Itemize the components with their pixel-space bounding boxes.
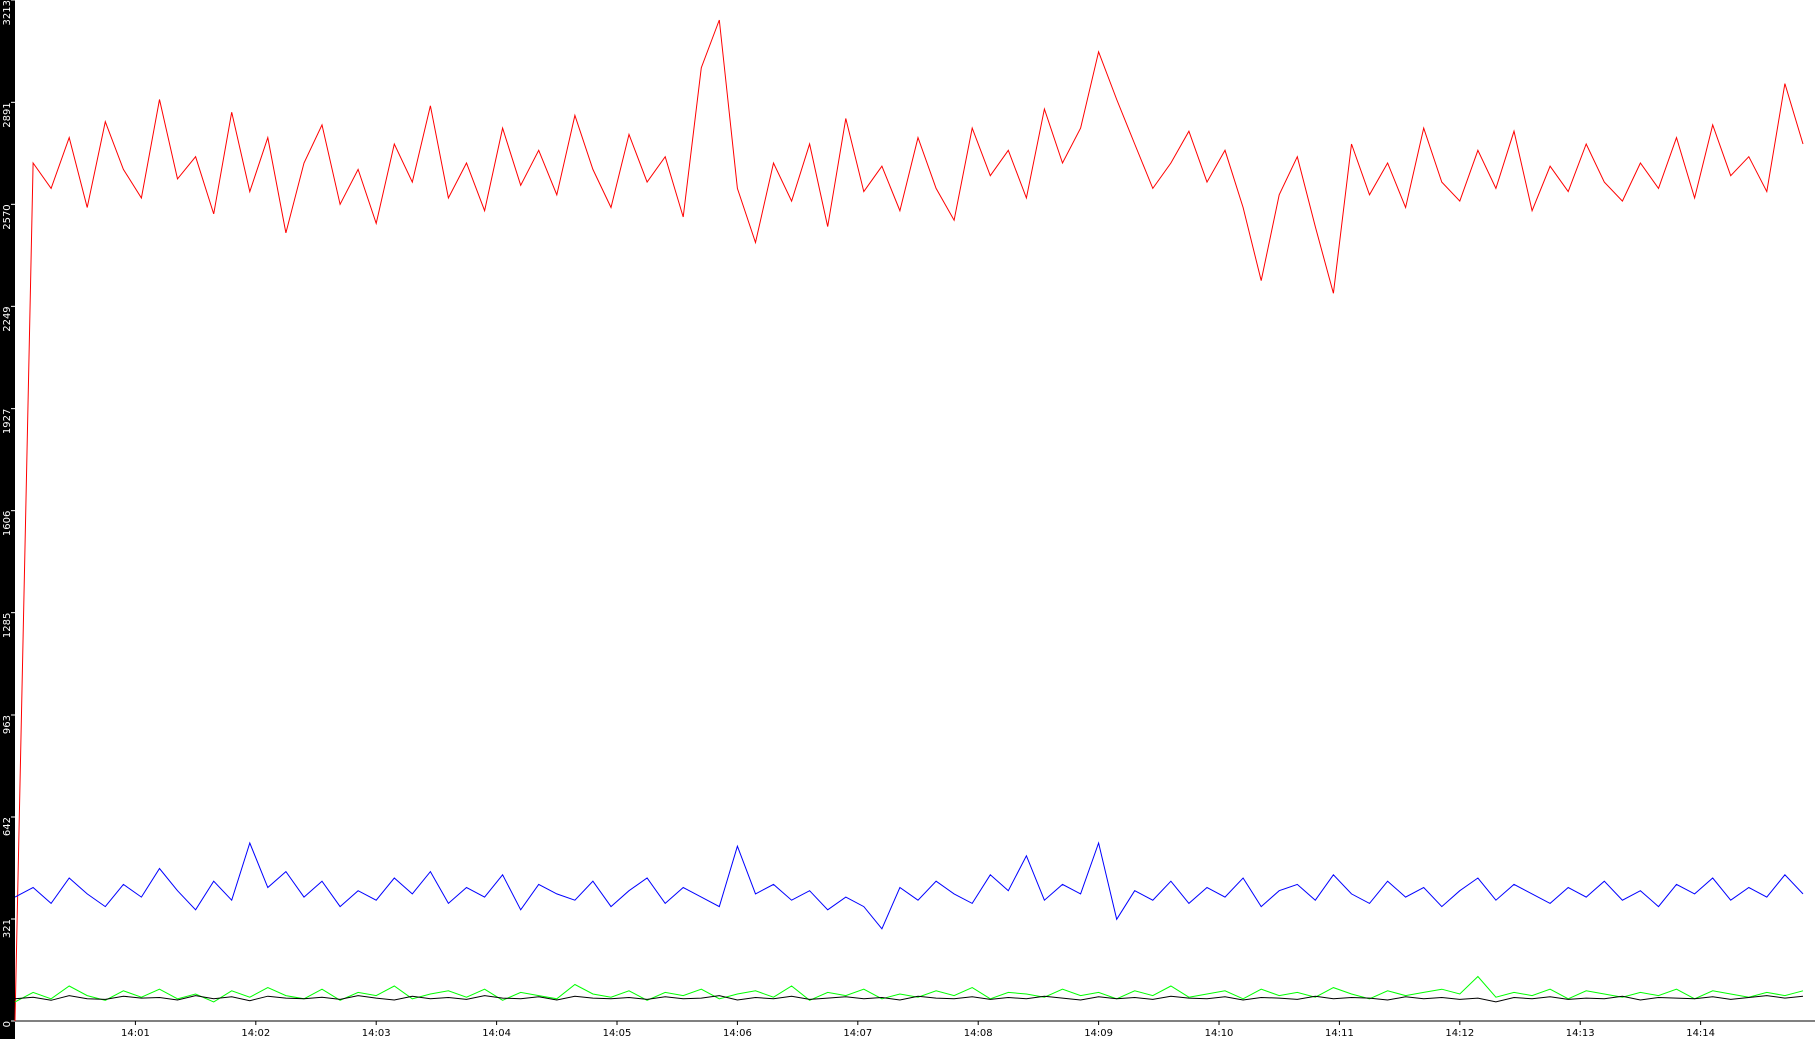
series-line bbox=[14, 995, 1804, 1003]
x-tick-label: 14:03 bbox=[362, 1028, 391, 1039]
y-tick-label: 963 bbox=[2, 715, 13, 734]
x-tick-label: 14:05 bbox=[603, 1028, 632, 1039]
y-axis-strip bbox=[0, 0, 15, 1039]
y-tick-label: 642 bbox=[2, 817, 13, 836]
y-tick-label: 0 bbox=[2, 1021, 13, 1027]
y-tick-label: 2249 bbox=[2, 306, 13, 331]
x-tick-label: 14:11 bbox=[1325, 1028, 1354, 1039]
x-tick-label: 14:06 bbox=[723, 1028, 752, 1039]
y-tick-label: 1927 bbox=[2, 409, 13, 434]
series-line bbox=[14, 19, 1804, 1022]
y-tick-label: 2891 bbox=[2, 102, 13, 127]
x-tick-label: 14:14 bbox=[1686, 1028, 1715, 1039]
y-tick-label: 1606 bbox=[2, 511, 13, 536]
x-tick-label: 14:04 bbox=[482, 1028, 511, 1039]
series-line bbox=[14, 841, 1804, 930]
y-tick-label: 1285 bbox=[2, 613, 13, 638]
y-tick-label: 321 bbox=[2, 919, 13, 938]
series-line bbox=[14, 975, 1804, 1003]
x-tick-label: 14:13 bbox=[1566, 1028, 1595, 1039]
x-tick-label: 14:12 bbox=[1445, 1028, 1474, 1039]
x-tick-label: 14:10 bbox=[1205, 1028, 1234, 1039]
x-tick-label: 14:01 bbox=[121, 1028, 150, 1039]
x-tick-label: 14:09 bbox=[1084, 1028, 1113, 1039]
x-tick-label: 14:02 bbox=[241, 1028, 270, 1039]
x-tick-label: 14:07 bbox=[843, 1028, 872, 1039]
y-tick-label: 2570 bbox=[2, 204, 13, 229]
y-tick-label: 3213 bbox=[2, 0, 13, 25]
x-tick-label: 14:08 bbox=[964, 1028, 993, 1039]
